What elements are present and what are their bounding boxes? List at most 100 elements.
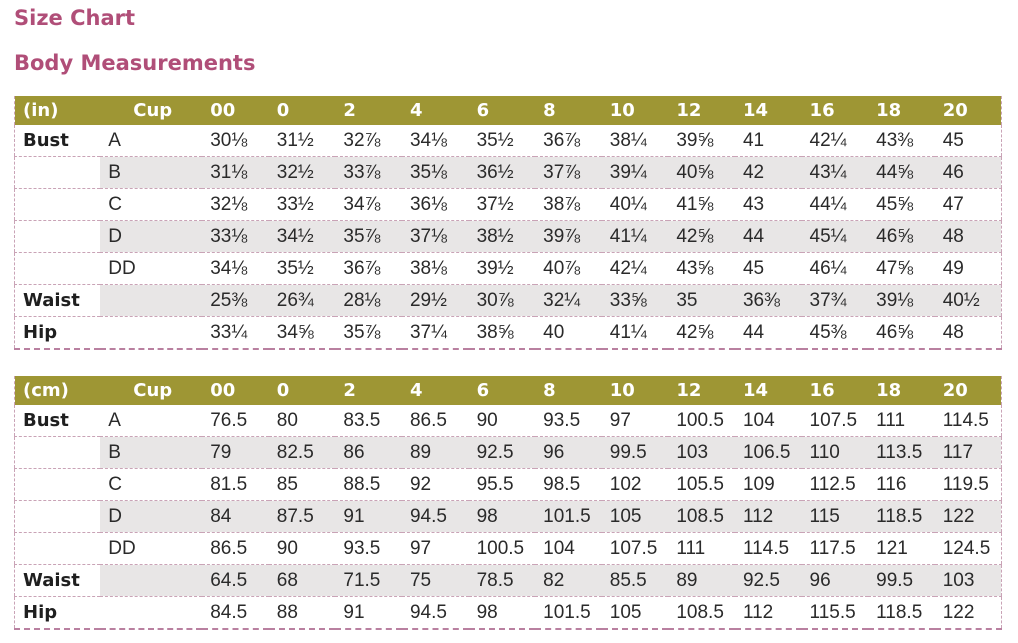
value-cell: 122 [942, 601, 975, 623]
value-cell: 35½ [476, 129, 514, 151]
value-cell: 116 [876, 473, 907, 495]
table-row: Hip 84.5 88 91 94.5 98 101.5 105 108.5 112 115.5 11… [15, 597, 1002, 630]
size-header: 6 [468, 96, 536, 125]
value-cell: 84 [202, 500, 269, 533]
value-cell: 82 [535, 564, 602, 597]
cup-cell: DD [108, 257, 136, 279]
size-header: 12 [668, 376, 735, 405]
value-cell: 92.5 [734, 564, 802, 597]
value-cell: 93.5 [543, 409, 581, 431]
value-cell: 118.5 [868, 500, 935, 533]
value-cell: 94.5 [401, 500, 469, 533]
value-cell: 87.5 [268, 500, 336, 533]
value-cell: 112 [734, 500, 802, 533]
value-cell: 105.5 [676, 473, 724, 495]
value-cell: 97 [609, 409, 631, 431]
value-cell: 40½ [934, 284, 1002, 317]
value-cell: 47⅝ [876, 257, 914, 279]
value-cell: 38¼ [609, 129, 647, 151]
value-cell: 119.5 [942, 473, 989, 495]
cup-cell: D [100, 220, 203, 253]
value-cell: 39¼ [601, 156, 669, 189]
value-cell: 41¼ [601, 220, 669, 253]
value-cell: 35⅞ [343, 321, 381, 343]
value-cell: 103 [934, 564, 1002, 597]
value-cell: 43 [742, 193, 765, 215]
value-cell: 32⅞ [343, 129, 381, 151]
value-cell: 29½ [401, 284, 469, 317]
value-cell: 110 [801, 436, 869, 469]
value-cell: 33⅞ [335, 156, 402, 189]
value-cell: 38⅝ [476, 321, 514, 343]
value-cell: 35⅞ [335, 220, 402, 253]
value-cell: 48 [942, 321, 964, 343]
value-cell: 39⅞ [535, 220, 602, 253]
table-row: C 81.5 85 88.5 92 95.5 98.5 102 105.5 109 112.5 116… [14, 469, 1002, 501]
value-cell: 25⅜ [202, 284, 269, 317]
cup-cell: C [108, 193, 123, 215]
size-header: 0 [268, 376, 336, 405]
table-row: B 79 82.5 86 89 92.5 96 99.5 103 106.5 110 113.5 117 [14, 436, 1002, 469]
value-cell: 34½ [268, 220, 336, 253]
value-cell: 38⅛ [409, 257, 447, 279]
value-cell: 106.5 [734, 436, 802, 469]
value-cell: 49 [942, 257, 964, 279]
value-cell: 99.5 [868, 564, 935, 597]
table-row: DD 34⅛ 35½ 36⅞ 38⅛ 39½ 40⅞ 42¼ 43⅝ 45 46¼ 47⅝ 49 [14, 253, 1002, 285]
value-cell: 95.5 [476, 473, 514, 495]
value-cell: 80 [276, 409, 298, 431]
value-cell: 37⅞ [535, 156, 602, 189]
value-cell: 100.5 [676, 409, 724, 431]
value-cell: 38½ [468, 220, 536, 253]
size-header: 16 [801, 96, 869, 125]
size-header: 00 [202, 96, 269, 125]
page-title: Size Chart [14, 6, 136, 30]
value-cell: 88.5 [343, 473, 381, 495]
value-cell: 32¼ [535, 284, 602, 317]
value-cell: 98 [476, 601, 498, 623]
value-cell: 37⅛ [401, 220, 469, 253]
value-cell: 68 [268, 564, 336, 597]
cup-cell: DD [108, 537, 136, 559]
value-cell: 46⅝ [868, 220, 935, 253]
value-cell: 48 [934, 220, 1002, 253]
value-cell: 44⅝ [868, 156, 935, 189]
value-cell: 113.5 [868, 436, 935, 469]
value-cell: 93.5 [343, 537, 381, 559]
value-cell: 97 [409, 537, 432, 559]
measurement-label: Bust [23, 130, 69, 151]
value-cell: 117.5 [809, 537, 856, 559]
value-cell: 42¼ [609, 257, 647, 279]
measurement-label [15, 533, 101, 565]
size-header: 2 [335, 376, 402, 405]
value-cell: 46¼ [809, 257, 847, 279]
value-cell: 114.5 [942, 409, 989, 431]
size-header: 12 [668, 96, 735, 125]
value-cell: 46⅝ [876, 321, 914, 343]
header-row: (cm) Cup 00 0 2 4 6 8 10 12 14 16 18 20 [14, 376, 1002, 405]
value-cell: 42 [734, 156, 802, 189]
value-cell: 104 [543, 537, 575, 559]
value-cell: 101.5 [543, 601, 591, 623]
value-cell: 112 [742, 601, 774, 623]
value-cell: 36⅞ [343, 257, 381, 279]
table-row: Bust A 30⅛ 31½ 32⅞ 34⅛ 35½ 36⅞ 38¼ 39⅝ 41 42¼ 43⅜ 45 [14, 125, 1002, 157]
table-row: D 33⅛ 34½ 35⅞ 37⅛ 38½ 39⅞ 41¼ 42⅝ 44 45¼ 46⅝ 48 [14, 220, 1002, 253]
unit-header: (in) [14, 96, 101, 125]
value-cell: 47 [942, 193, 964, 215]
value-cell: 96 [801, 564, 869, 597]
value-cell: 34⅝ [276, 321, 314, 343]
value-cell: 39⅛ [868, 284, 935, 317]
value-cell: 32½ [268, 156, 336, 189]
measurement-label: Hip [23, 602, 58, 623]
value-cell: 30⅞ [468, 284, 536, 317]
size-header: 16 [801, 376, 869, 405]
value-cell: 42⅝ [676, 321, 714, 343]
value-cell: 35⅛ [401, 156, 469, 189]
size-header: 4 [401, 96, 469, 125]
value-cell: 33⅛ [202, 220, 269, 253]
value-cell: 115 [801, 500, 869, 533]
value-cell: 96 [535, 436, 602, 469]
value-cell: 42⅝ [668, 220, 735, 253]
value-cell: 108.5 [668, 500, 735, 533]
